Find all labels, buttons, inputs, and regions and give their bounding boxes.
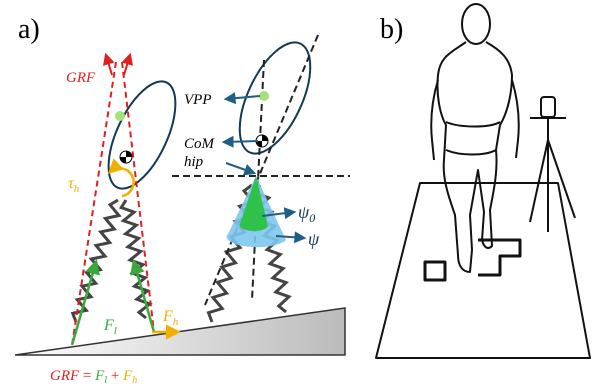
arrow [224, 141, 258, 142]
arrow [226, 96, 260, 99]
panel-b [376, 4, 590, 358]
com-label: CoM [184, 136, 216, 152]
axis-line [205, 35, 318, 305]
subscript: h [74, 183, 80, 195]
com-marker [120, 151, 132, 163]
subscript: l [114, 325, 117, 337]
tripod [530, 117, 575, 232]
hip-label: hip [184, 154, 204, 170]
equation: GRF = Fl + Fh [50, 368, 137, 387]
psi-label: ψ [308, 229, 320, 249]
trunk [95, 72, 189, 198]
symbol: F [162, 308, 173, 325]
panel-label: a) [18, 14, 40, 45]
psi0-label: ψ0 [298, 202, 315, 225]
subscript: 0 [309, 211, 315, 225]
eq-equals: = [83, 368, 91, 384]
panel-label: b) [380, 14, 403, 45]
force-leg [134, 262, 154, 332]
subscript: h [173, 316, 179, 328]
grf-arrow [106, 55, 112, 75]
eq-plus: + [111, 368, 119, 384]
hip-torque [110, 168, 134, 196]
body [437, 42, 512, 272]
panel-a: a) GRF VPP CoM hip τh ψ0 ψ Fl Fh GRF = F… [15, 14, 350, 387]
symbol: F [103, 317, 114, 334]
fl-label: Fl [103, 317, 117, 337]
tau-label: τh [68, 175, 80, 195]
vpp-point [259, 91, 269, 101]
camera [541, 97, 555, 117]
slope [15, 308, 345, 355]
arrow [226, 163, 254, 173]
grf-label: GRF [66, 70, 96, 86]
grf-line [122, 62, 154, 332]
vpp-point [115, 111, 125, 121]
eq-subscript: h [132, 375, 137, 386]
clothing [446, 122, 500, 155]
figure: a) GRF VPP CoM hip τh ψ0 ψ Fl Fh GRF = F… [0, 0, 598, 387]
force-fl [72, 262, 96, 345]
head [462, 4, 490, 44]
symbol: ψ [298, 202, 310, 222]
fh-label: Fh [162, 308, 179, 328]
grf-arrow [124, 55, 130, 75]
vpp-label: VPP [184, 92, 212, 108]
eq-lhs: GRF [50, 368, 80, 384]
eq-subscript: l [104, 375, 107, 386]
spring [73, 200, 119, 322]
